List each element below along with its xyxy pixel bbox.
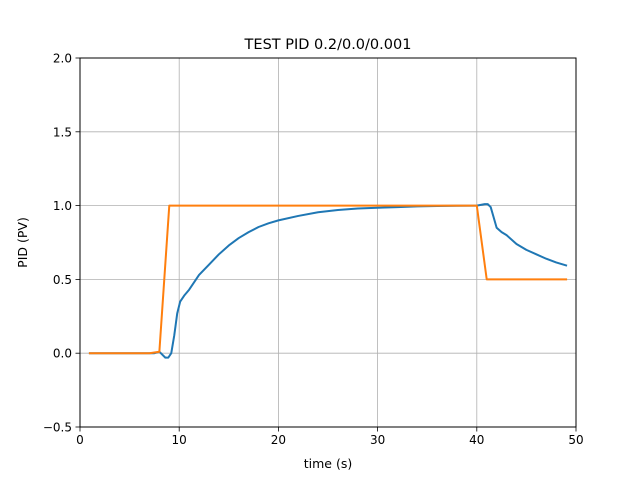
x-tick-label: 30 bbox=[370, 433, 385, 447]
axis-ticks: 0 10 20 30 40 50 −0.5 0.0 0.5 1.0 1.5 2.0 bbox=[43, 52, 584, 448]
y-tick-label: −0.5 bbox=[43, 421, 72, 435]
chart-title: TEST PID 0.2/0.0/0.001 bbox=[244, 37, 412, 53]
y-tick-label: 0.0 bbox=[53, 347, 72, 361]
y-axis-label: PID (PV) bbox=[15, 217, 30, 268]
y-tick-label: 1.5 bbox=[53, 125, 72, 139]
plot-frame bbox=[79, 57, 577, 428]
series-line-2 bbox=[88, 204, 568, 355]
y-tick-label: 2.0 bbox=[53, 52, 72, 66]
x-tick-label: 50 bbox=[568, 433, 583, 447]
x-tick-label: 20 bbox=[271, 433, 286, 447]
x-tick-label: 40 bbox=[469, 433, 484, 447]
y-tick-label: 1.0 bbox=[53, 199, 72, 213]
plot-lines bbox=[88, 203, 568, 359]
x-tick-label: 10 bbox=[172, 433, 187, 447]
y-tick-label: 0.5 bbox=[53, 273, 72, 287]
x-axis-label: time (s) bbox=[304, 456, 352, 471]
x-tick-label: 0 bbox=[76, 433, 84, 447]
series-line-1 bbox=[88, 203, 568, 359]
